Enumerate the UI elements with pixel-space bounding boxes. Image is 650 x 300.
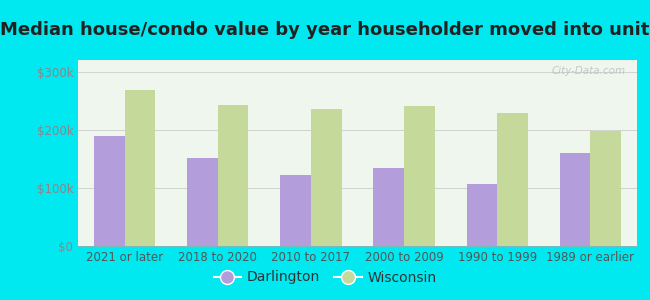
Bar — [280, 175, 311, 246]
Bar — [187, 158, 218, 246]
Bar — [311, 110, 342, 246]
Bar — [94, 136, 125, 246]
Text: Median house/condo value by year householder moved into unit: Median house/condo value by year househo… — [0, 21, 650, 39]
Legend: Darlington, Wisconsin: Darlington, Wisconsin — [208, 265, 442, 290]
Text: City-Data.com: City-Data.com — [552, 66, 626, 76]
Bar — [497, 113, 528, 246]
Bar — [125, 90, 155, 246]
Bar — [404, 106, 435, 246]
Bar — [467, 184, 497, 246]
Bar — [560, 153, 590, 246]
Bar — [373, 167, 404, 246]
Bar — [590, 131, 621, 246]
Bar — [218, 105, 248, 246]
